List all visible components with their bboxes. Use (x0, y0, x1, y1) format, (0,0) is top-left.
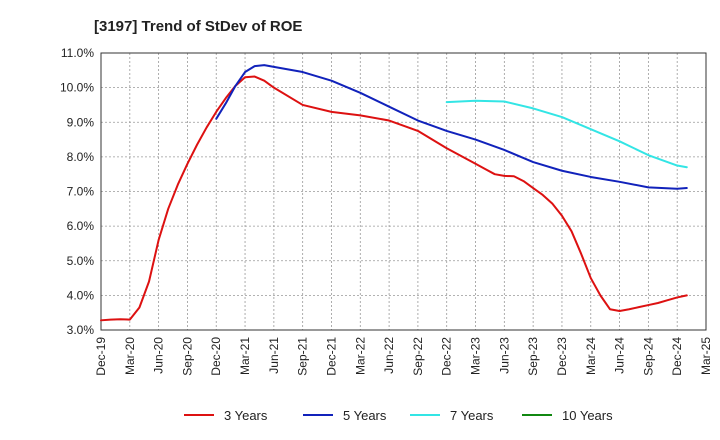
y-tick-label: 3.0% (67, 323, 95, 337)
plot-border (100, 52, 707, 331)
x-tick-label: Mar-20 (123, 337, 137, 375)
x-tick-label: Dec-19 (94, 337, 108, 376)
x-tick-label: Dec-23 (555, 337, 569, 376)
series-line-7-years (445, 99, 688, 169)
y-tick-label: 5.0% (67, 254, 95, 268)
x-tick-label: Mar-21 (238, 337, 252, 375)
legend: 3 Years 5 Years 7 Years 10 Years (184, 408, 613, 423)
y-tick-label: 10.0% (60, 81, 94, 95)
x-tick-label: Mar-25 (699, 337, 713, 375)
y-tick-label: 9.0% (67, 115, 95, 129)
x-tick-label: Jun-23 (497, 337, 511, 374)
y-tick-label: 8.0% (67, 150, 95, 164)
x-tick-label: Jun-24 (613, 337, 627, 374)
x-tick-label: Sep-24 (641, 337, 655, 376)
x-tick-label: Jun-22 (382, 337, 396, 374)
x-tick-label: Jun-20 (152, 337, 166, 374)
series-lines (100, 64, 688, 322)
x-tick-label: Jun-21 (267, 337, 281, 374)
y-tick-label: 7.0% (67, 185, 95, 199)
x-tick-label: Dec-24 (670, 337, 684, 376)
x-tick-label: Mar-23 (469, 337, 483, 375)
x-tick-label: Mar-22 (353, 337, 367, 375)
series-line-5-years (215, 64, 688, 190)
x-tick-label: Dec-22 (440, 337, 454, 376)
legend-label-7-years: 7 Years (450, 408, 494, 423)
legend-label-10-years: 10 Years (562, 408, 613, 423)
legend-label-3-years: 3 Years (224, 408, 268, 423)
y-axis-tick-labels: 3.0% 4.0% 5.0% 6.0% 7.0% 8.0% 9.0% 10.0% 11.0% (60, 46, 94, 337)
y-tick-label: 11.0% (61, 46, 94, 60)
x-tick-label: Mar-24 (584, 337, 598, 375)
x-axis-tick-labels: Dec-19 Mar-20 Jun-20 Sep-20 Dec-20 Mar-21 Jun-… (94, 337, 713, 376)
y-tick-label: 6.0% (67, 219, 95, 233)
y-tick-label: 4.0% (67, 288, 95, 302)
x-tick-label: Dec-20 (209, 337, 223, 376)
chart-title: [3197] Trend of StDev of ROE (94, 18, 302, 35)
legend-label-5-years: 5 Years (343, 408, 387, 423)
x-tick-label: Sep-20 (180, 337, 194, 376)
x-tick-label: Sep-22 (411, 337, 425, 376)
x-tick-label: Sep-23 (526, 337, 540, 376)
x-tick-label: Sep-21 (296, 337, 310, 376)
plot-area (101, 53, 706, 330)
x-tick-label: Dec-21 (324, 337, 338, 376)
series-line-3-years (100, 75, 688, 322)
